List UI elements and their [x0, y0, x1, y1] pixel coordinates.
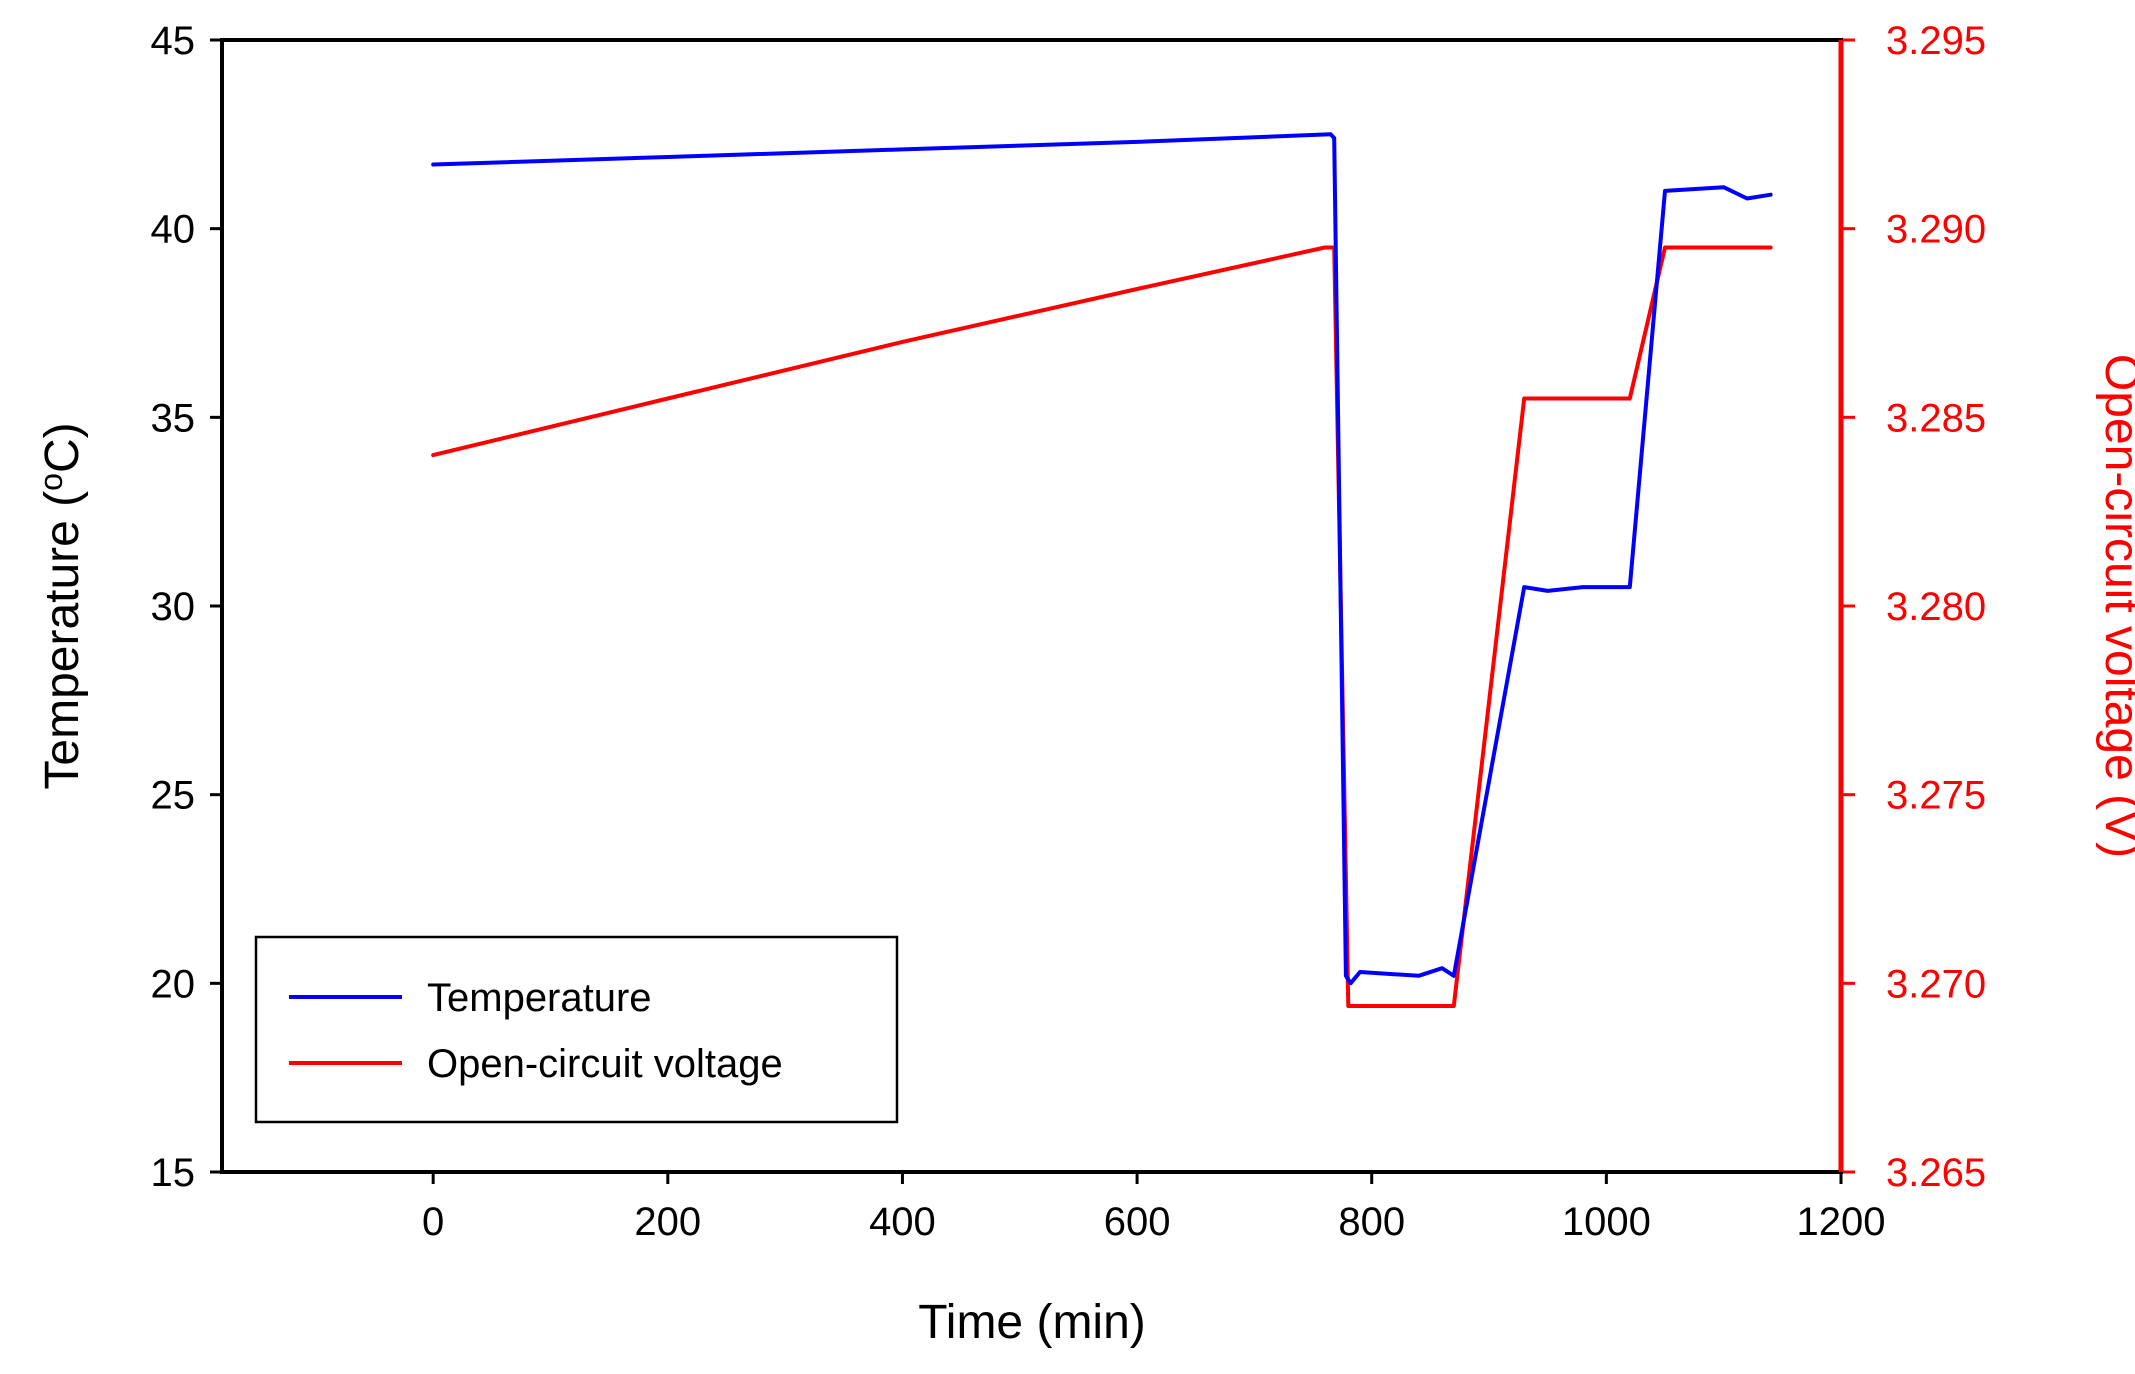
x-axis-title: Time (min) — [918, 1296, 1146, 1349]
right-tick-label-2: 3.275 — [1886, 774, 1986, 818]
x-tick-label-800: 800 — [1338, 1200, 1405, 1244]
left-tick-label-40: 40 — [151, 208, 196, 252]
x-tick-label-400: 400 — [869, 1200, 936, 1244]
right-tick-label-6: 3.295 — [1886, 19, 1986, 63]
ticks-layer: 0 200 400 600 800 1000 1200 15 20 25 30 35 40 45 3.265… — [151, 19, 1987, 1244]
right-tick-label-0: 3.265 — [1886, 1151, 1986, 1195]
x-tick-label-1000: 1000 — [1562, 1200, 1651, 1244]
right-axis-title: Open-circuit voltage (V) — [2095, 354, 2135, 858]
x-tick-label-200: 200 — [634, 1200, 701, 1244]
left-tick-label-15: 15 — [151, 1151, 196, 1195]
legend-box — [254, 935, 899, 1124]
x-tick-label-1200: 1200 — [1797, 1200, 1886, 1244]
left-tick-label-35: 35 — [151, 396, 196, 440]
left-tick-label-20: 20 — [151, 962, 196, 1006]
left-axis-title-degree: o — [33, 473, 69, 491]
left-axis-title-unit: C) — [36, 422, 89, 473]
legend-label-open-circuit-voltage: Open-circuit voltage — [427, 1042, 783, 1086]
left-axis-title: Temperature (oC) — [33, 422, 89, 789]
legend: Temperature Open-circuit voltage — [254, 935, 899, 1124]
legend-label-temperature: Temperature — [427, 976, 652, 1020]
right-tick-label-3: 3.280 — [1886, 585, 1986, 629]
right-tick-label-4: 3.285 — [1886, 396, 1986, 440]
left-tick-label-25: 25 — [151, 774, 196, 818]
x-tick-label-0: 0 — [422, 1200, 444, 1244]
series-line-temperature — [431, 132, 1773, 986]
series-layer — [431, 132, 1773, 1008]
right-tick-label-1: 3.270 — [1886, 962, 1986, 1006]
left-tick-label-45: 45 — [151, 19, 196, 63]
left-axis-title-main: Temperature ( — [36, 491, 89, 790]
right-tick-label-5: 3.290 — [1886, 208, 1986, 252]
left-tick-label-30: 30 — [151, 585, 196, 629]
x-tick-label-600: 600 — [1104, 1200, 1171, 1244]
